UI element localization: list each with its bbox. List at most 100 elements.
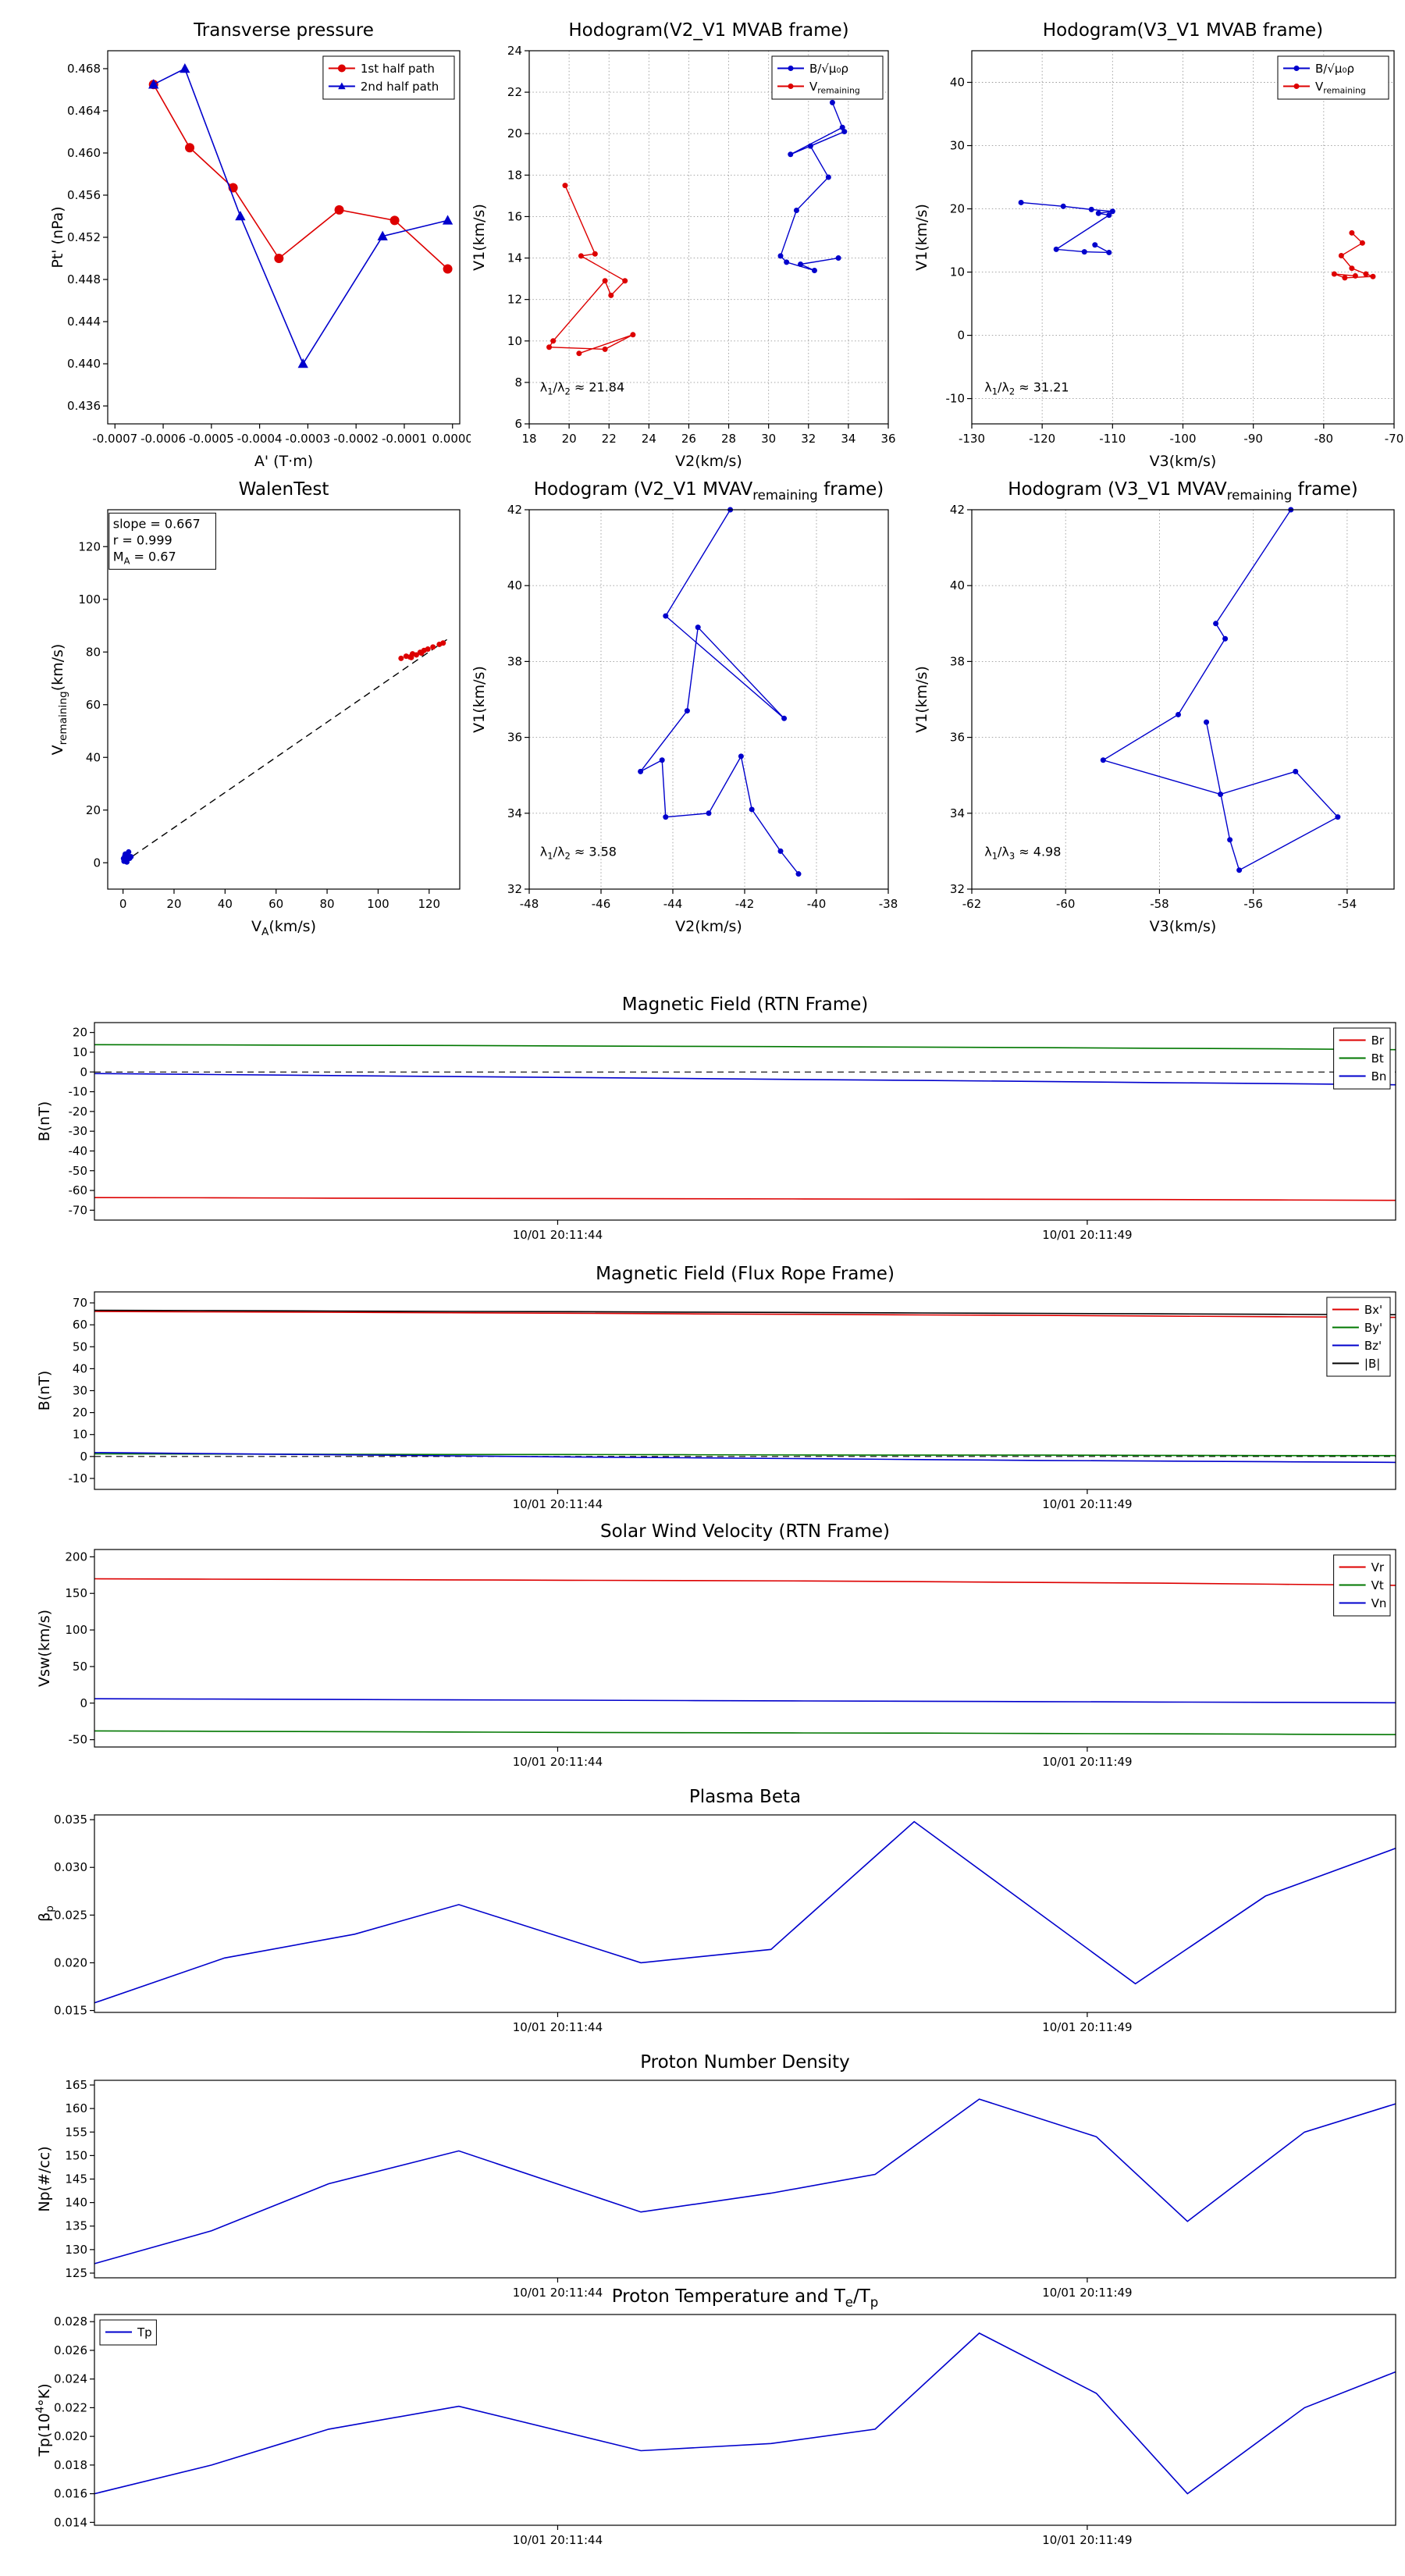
- svg-text:40: 40: [950, 578, 965, 592]
- svg-text:-56: -56: [1243, 897, 1263, 911]
- svg-text:-90: -90: [1243, 432, 1263, 446]
- svg-text:-10: -10: [946, 392, 966, 406]
- svg-text:-130: -130: [959, 432, 985, 446]
- svg-text:WalenTest: WalenTest: [239, 479, 329, 500]
- svg-text:Magnetic Field (RTN Frame): Magnetic Field (RTN Frame): [622, 994, 869, 1015]
- svg-text:-0.0001: -0.0001: [382, 432, 427, 446]
- svg-text:150: 150: [65, 1586, 87, 1600]
- svg-text:32: 32: [950, 882, 965, 896]
- svg-text:22: 22: [507, 85, 522, 99]
- svg-text:12: 12: [507, 293, 522, 307]
- svg-text:28: 28: [721, 432, 736, 446]
- svg-text:24: 24: [507, 44, 522, 58]
- svg-text:0.015: 0.015: [54, 2004, 87, 2018]
- svg-text:-10: -10: [69, 1471, 88, 1485]
- svg-text:Bz': Bz': [1364, 1339, 1382, 1353]
- chart-walen-test: 0 20 40 60 80 100 120 0 20 40 60 80 100 120 WalenTest V…: [34, 475, 471, 952]
- svg-text:Proton Temperature and Te/Tp: Proton Temperature and Te/Tp: [612, 2286, 879, 2310]
- svg-text:-0.0006: -0.0006: [140, 432, 186, 446]
- svg-text:-0.0002: -0.0002: [333, 432, 379, 446]
- svg-text:Pt' (nPa): Pt' (nPa): [49, 206, 66, 268]
- svg-text:18: 18: [521, 432, 536, 446]
- svg-text:MA = 0.67: MA = 0.67: [113, 549, 176, 566]
- svg-text:42: 42: [950, 503, 965, 517]
- chart-hodogram-v3v1-mvav: -62 -60 -58 -56 -54 32 34 36 38 40 42 Hodogram (V3_…: [898, 475, 1405, 952]
- svg-text:Plasma Beta: Plasma Beta: [689, 1787, 801, 1807]
- svg-text:Vsw(km/s): Vsw(km/s): [36, 1610, 53, 1687]
- svg-text:-50: -50: [69, 1164, 88, 1178]
- svg-text:125: 125: [65, 2266, 87, 2280]
- svg-text:40: 40: [507, 578, 522, 592]
- svg-text:14: 14: [507, 251, 522, 265]
- svg-text:B/√μ₀ρ: B/√μ₀ρ: [809, 62, 848, 76]
- svg-text:10/01 20:11:44: 10/01 20:11:44: [513, 2020, 603, 2034]
- svg-text:145: 145: [65, 2172, 87, 2186]
- svg-text:Transverse pressure: Transverse pressure: [193, 20, 374, 41]
- svg-text:10/01 20:11:44: 10/01 20:11:44: [513, 2286, 603, 2300]
- svg-text:βp: βp: [36, 1905, 56, 1922]
- svg-text:-42: -42: [735, 897, 755, 911]
- svg-text:38: 38: [507, 654, 522, 668]
- svg-text:0.444: 0.444: [67, 315, 101, 329]
- svg-text:Solar Wind Velocity (RTN Frame: Solar Wind Velocity (RTN Frame): [600, 1521, 890, 1542]
- svg-text:60: 60: [73, 1318, 87, 1332]
- svg-text:16: 16: [507, 209, 522, 223]
- svg-text:-20: -20: [69, 1105, 88, 1119]
- svg-text:38: 38: [950, 654, 965, 668]
- svg-text:0.025: 0.025: [54, 1908, 87, 1922]
- svg-text:10/01 20:11:44: 10/01 20:11:44: [513, 1497, 603, 1511]
- svg-text:34: 34: [841, 432, 855, 446]
- svg-text:0.452: 0.452: [67, 230, 101, 244]
- svg-text:100: 100: [78, 592, 101, 607]
- svg-text:0.460: 0.460: [67, 146, 101, 160]
- svg-text:0: 0: [80, 1065, 87, 1079]
- svg-text:6: 6: [514, 417, 522, 431]
- svg-text:-58: -58: [1150, 897, 1169, 911]
- svg-text:-54: -54: [1338, 897, 1357, 911]
- svg-text:24: 24: [642, 432, 656, 446]
- svg-text:Tp(104°K): Tp(104°K): [34, 2383, 53, 2457]
- svg-text:V1(km/s): V1(km/s): [471, 204, 488, 271]
- svg-text:Bn: Bn: [1371, 1069, 1387, 1083]
- svg-text:0: 0: [80, 1696, 87, 1710]
- svg-text:10: 10: [950, 265, 965, 279]
- svg-text:-48: -48: [520, 897, 539, 911]
- svg-text:Vt: Vt: [1371, 1578, 1384, 1592]
- svg-text:|B|: |B|: [1364, 1357, 1380, 1371]
- svg-text:0.026: 0.026: [54, 2343, 87, 2357]
- chart-proton-number-density: 10/01 20:11:44 10/01 20:11:49 125 130 135 140…: [20, 2048, 1405, 2317]
- svg-text:10/01 20:11:49: 10/01 20:11:49: [1042, 1755, 1132, 1769]
- svg-text:-30: -30: [69, 1124, 88, 1138]
- svg-text:V3(km/s): V3(km/s): [1150, 453, 1217, 470]
- svg-text:32: 32: [507, 882, 522, 896]
- svg-text:2nd half path: 2nd half path: [361, 80, 439, 94]
- svg-text:40: 40: [950, 76, 965, 90]
- svg-text:30: 30: [761, 432, 776, 446]
- svg-text:-70: -70: [1385, 432, 1404, 446]
- svg-text:8: 8: [514, 375, 522, 390]
- svg-text:10/01 20:11:49: 10/01 20:11:49: [1042, 2020, 1132, 2034]
- svg-text:0.020: 0.020: [54, 1955, 87, 1969]
- svg-text:-40: -40: [807, 897, 827, 911]
- svg-text:-120: -120: [1029, 432, 1055, 446]
- svg-text:0: 0: [119, 897, 127, 911]
- svg-text:20: 20: [73, 1406, 87, 1420]
- svg-text:32: 32: [801, 432, 816, 446]
- svg-text:0: 0: [80, 1450, 87, 1464]
- svg-text:-44: -44: [663, 897, 683, 911]
- svg-text:42: 42: [507, 503, 522, 517]
- svg-text:30: 30: [950, 139, 965, 153]
- svg-text:slope = 0.667: slope = 0.667: [113, 516, 201, 531]
- svg-text:V2(km/s): V2(km/s): [675, 918, 742, 935]
- svg-text:34: 34: [507, 806, 522, 820]
- svg-text:Tp: Tp: [137, 2325, 152, 2339]
- svg-text:Hodogram (V2_V1 MVAVremaining: Hodogram (V2_V1 MVAVremaining frame): [534, 479, 884, 503]
- svg-text:50: 50: [73, 1660, 87, 1674]
- svg-text:10: 10: [507, 334, 522, 348]
- svg-text:Br: Br: [1371, 1034, 1385, 1048]
- svg-text:20: 20: [950, 202, 965, 216]
- svg-text:10/01 20:11:49: 10/01 20:11:49: [1042, 1228, 1132, 1242]
- svg-text:-0.0004: -0.0004: [237, 432, 283, 446]
- svg-text:-10: -10: [69, 1085, 88, 1099]
